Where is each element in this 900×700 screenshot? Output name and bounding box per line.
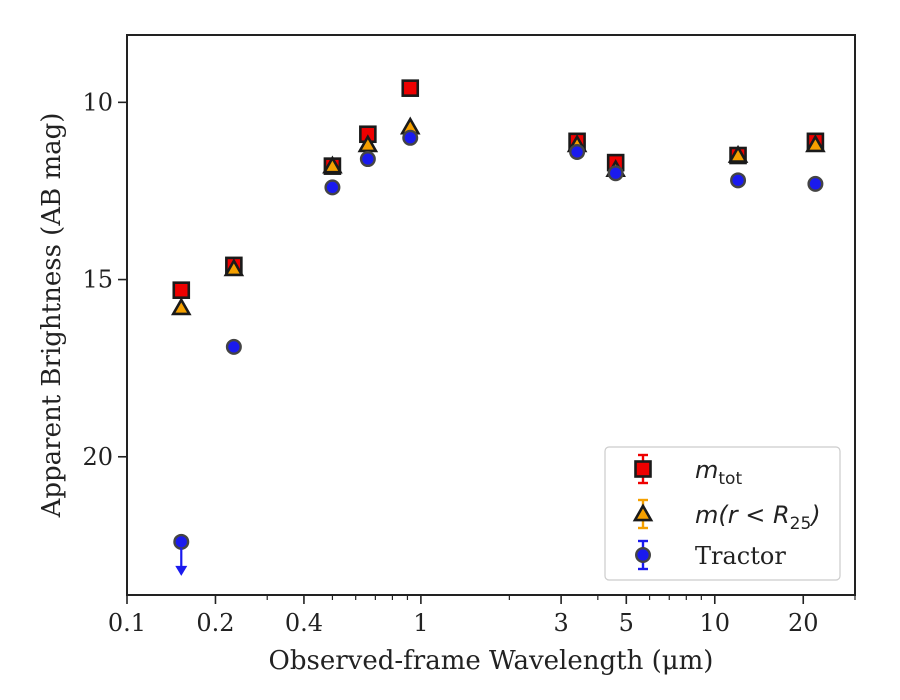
y-axis-label: Apparent Brightness (AB mag) xyxy=(37,113,67,519)
marker-triangle xyxy=(357,134,379,153)
marker-triangle xyxy=(170,297,192,316)
marker-square xyxy=(634,460,652,478)
legend-box xyxy=(604,446,841,581)
legend-label: Tractor xyxy=(695,542,786,570)
data-marks xyxy=(170,79,826,576)
marker-triangle xyxy=(632,503,654,522)
legend-item: m(r < R25) xyxy=(632,498,821,534)
x-tick-label: 0.4 xyxy=(285,609,323,637)
marker-circle xyxy=(569,143,586,160)
marker-circle xyxy=(730,172,747,189)
marker-circle xyxy=(635,547,652,564)
marker-circle xyxy=(225,338,242,355)
marker-square xyxy=(172,281,191,299)
upper-limit-arrowhead xyxy=(175,565,188,576)
marker-triangle xyxy=(727,144,749,163)
marker-circle xyxy=(402,129,419,146)
axis-ticks: 0.1 0.2 0.4 1 3 5 10 20 10 15 20 xyxy=(82,88,856,637)
x-axis-label: Observed-frame Wavelength (μm) xyxy=(269,646,714,676)
series-triangle xyxy=(170,116,826,316)
marker-circle xyxy=(324,179,341,196)
marker-circle xyxy=(607,165,624,182)
legend: mtot m(r < R25) Tractor xyxy=(604,446,841,581)
legend-label: mtot xyxy=(695,456,742,489)
x-tick-label: 0.2 xyxy=(196,609,234,637)
x-tick-label: 20 xyxy=(788,609,819,637)
legend-label: m(r < R25) xyxy=(695,501,821,534)
marker-triangle xyxy=(322,155,343,174)
x-tick-label: 0.1 xyxy=(108,609,146,637)
marker-square xyxy=(401,79,420,97)
y-tick-label: 20 xyxy=(82,443,113,471)
marker-circle xyxy=(807,175,824,192)
plot-frame xyxy=(126,34,856,596)
x-tick-label: 3 xyxy=(553,609,568,637)
marker-circle xyxy=(359,151,376,168)
marker-triangle xyxy=(223,258,245,277)
marker-circle xyxy=(173,533,190,550)
series-circle xyxy=(173,129,824,576)
x-tick-label: 10 xyxy=(700,609,731,637)
series-square xyxy=(172,79,825,299)
y-tick-label: 15 xyxy=(82,266,113,294)
legend-item: mtot xyxy=(634,453,742,489)
legend-item: Tractor xyxy=(635,539,786,571)
marker-triangle xyxy=(805,134,826,153)
y-tick-label: 10 xyxy=(82,88,113,116)
x-tick-label: 1 xyxy=(413,609,428,637)
x-tick-label: 5 xyxy=(619,609,634,637)
